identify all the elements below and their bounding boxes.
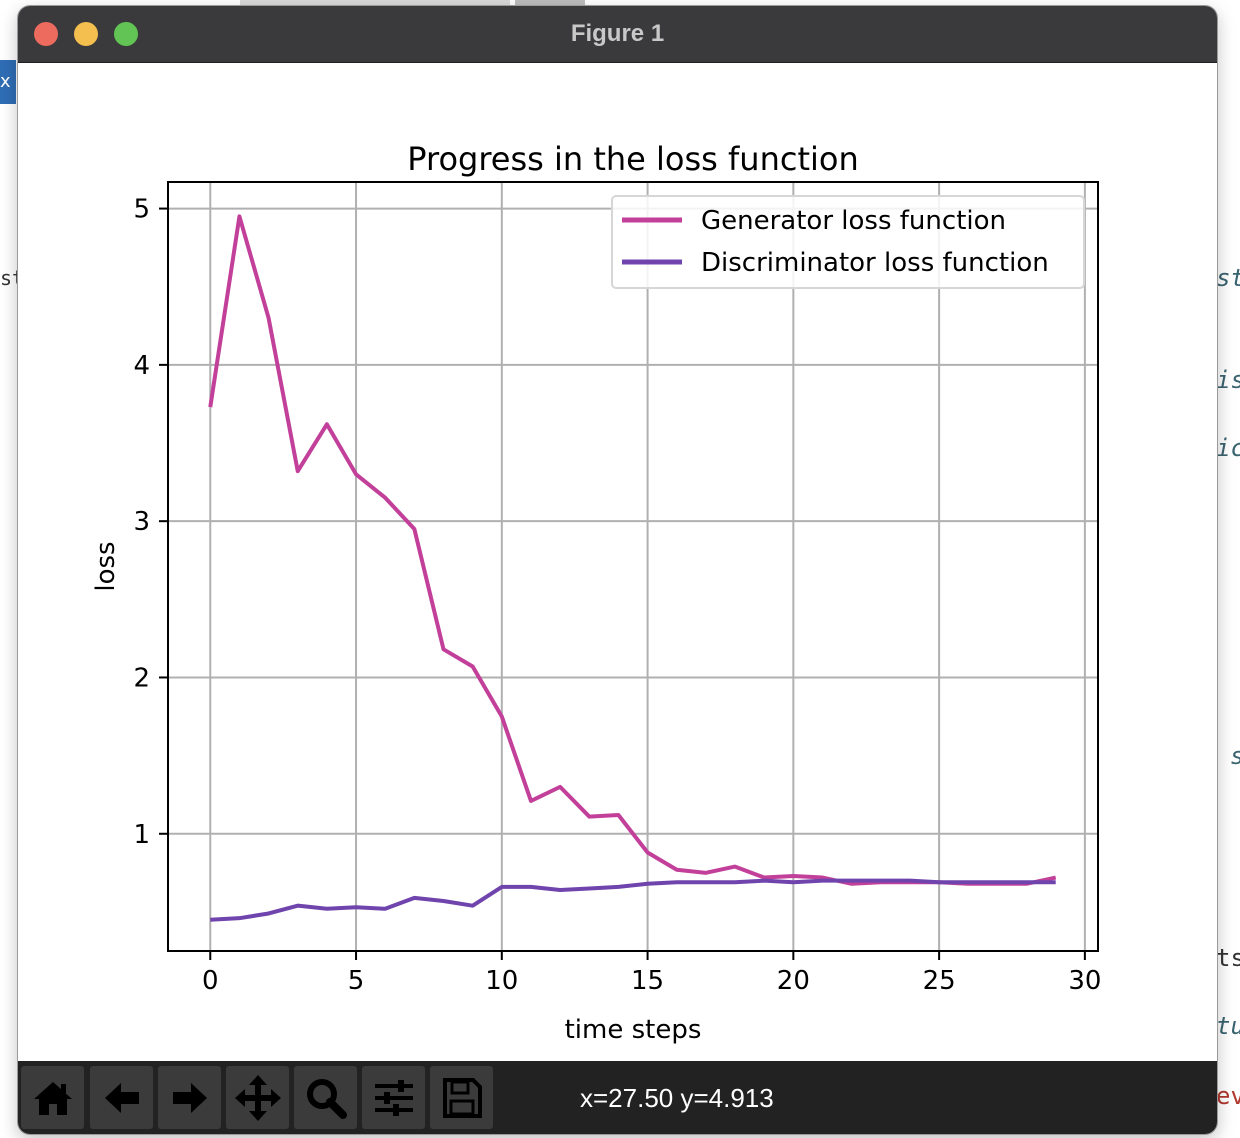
save-icon [442, 1077, 482, 1118]
maximize-button[interactable] [114, 22, 138, 46]
back-arrow-icon [104, 1082, 139, 1113]
window-title: Figure 1 [570, 20, 665, 47]
cursor-coordinates: x=27.50 y=4.913 [580, 1083, 774, 1113]
x-axis-label: time steps [565, 1015, 702, 1045]
zoom-button[interactable] [294, 1066, 357, 1129]
loss-chart[interactable]: 0 5 10 15 20 25 30 1 2 3 4 5 Progress in the loss fu… [18, 63, 1217, 1061]
save-button[interactable] [430, 1066, 493, 1129]
navigation-toolbar: x=27.50 y=4.913 [18, 1061, 1217, 1134]
background-tab [515, 0, 585, 6]
home-button[interactable] [21, 1066, 84, 1129]
background-text: ev [1216, 1082, 1240, 1110]
legend-label: Generator loss function [701, 206, 1006, 236]
x-tick-label: 10 [485, 966, 518, 996]
close-button[interactable] [34, 22, 58, 46]
legend-box [611, 195, 1085, 289]
forward-arrow-icon [172, 1082, 207, 1113]
y-tick-label: 2 [133, 663, 150, 693]
x-tick-label: 30 [1068, 966, 1101, 996]
y-tick-label: 4 [133, 351, 150, 381]
figure-window: Figure 1 0 5 10 15 20 25 30 1 2 3 4 5 Progress in th… [18, 6, 1217, 1134]
series-line-discriminator [210, 878, 1056, 922]
background-button: x [0, 60, 16, 104]
minimize-button[interactable] [74, 22, 98, 46]
legend-label: Discriminator loss function [701, 248, 1049, 278]
y-tick-label: 5 [133, 195, 150, 225]
chart-title: Progress in the loss function [407, 140, 858, 178]
plot-frame [167, 181, 1099, 952]
background-text: is [1216, 366, 1240, 394]
x-tick-label: 0 [202, 966, 219, 996]
configure-subplots-button[interactable] [362, 1066, 425, 1129]
forward-button[interactable] [158, 1066, 221, 1129]
x-tick-label: 25 [923, 966, 956, 996]
figure-canvas[interactable]: 0 5 10 15 20 25 30 1 2 3 4 5 Progress in the loss fu… [18, 63, 1217, 1061]
zoom-icon [306, 1078, 347, 1119]
background-text: ts [1216, 944, 1240, 972]
x-tick-label: 5 [348, 966, 365, 996]
x-tick-label: 15 [631, 966, 664, 996]
background-text: s [1230, 742, 1240, 770]
background-text: ic [1216, 434, 1240, 462]
background-text: st [1216, 264, 1240, 292]
series-line-generator [208, 214, 1057, 886]
background-text: x [0, 71, 11, 92]
y-axis-label: loss [91, 541, 121, 591]
back-button[interactable] [90, 1066, 153, 1129]
pan-icon [234, 1074, 281, 1121]
x-tick-label: 20 [777, 966, 810, 996]
background-text: tu [1216, 1012, 1240, 1040]
home-icon [33, 1081, 72, 1115]
background-tab [240, 0, 510, 6]
pan-button[interactable] [226, 1066, 289, 1129]
y-tick-label: 1 [133, 820, 150, 850]
configure-subplots-icon [374, 1079, 413, 1116]
title-bar[interactable]: Figure 1 [18, 6, 1217, 63]
y-tick-label: 3 [133, 507, 150, 537]
